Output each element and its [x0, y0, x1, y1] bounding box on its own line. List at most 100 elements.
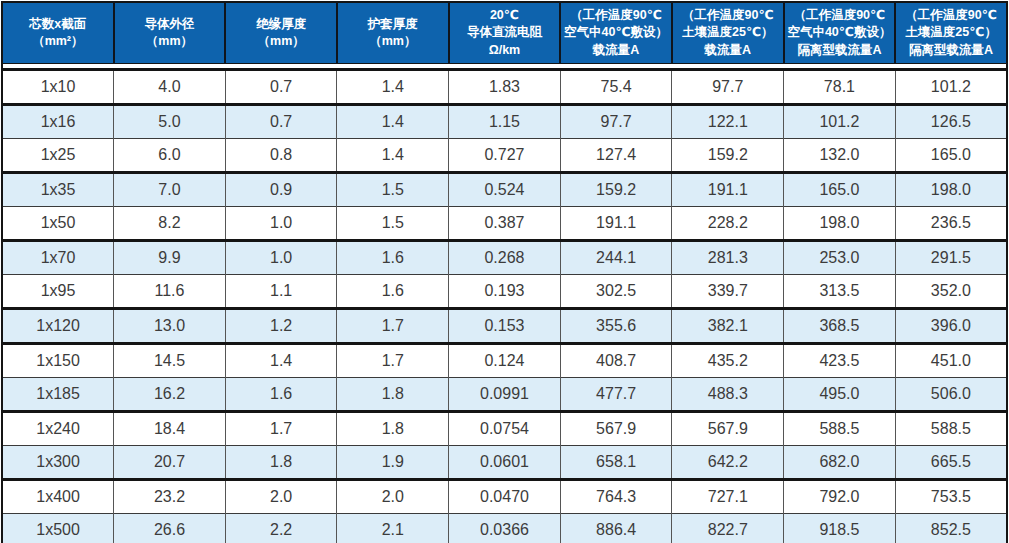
- table-cell: 0.387: [449, 207, 561, 241]
- table-cell: 382.1: [672, 309, 784, 344]
- column-header-isolated-air: （工作温度90℃ 空气中40℃敷设） 隔离型载流量A: [784, 2, 896, 64]
- header-row: 芯数x截面 （mm²） 导体外径 （mm） 绝缘厚度 （mm） 护套厚度 （mm…: [2, 2, 1007, 64]
- table-cell: 1.2: [225, 309, 337, 344]
- table-cell: 244.1: [560, 241, 672, 275]
- table-cell: 1.6: [225, 378, 337, 412]
- table-header: 芯数x截面 （mm²） 导体外径 （mm） 绝缘厚度 （mm） 护套厚度 （mm…: [2, 2, 1007, 70]
- table-cell: 0.153: [449, 309, 561, 344]
- table-cell: 477.7: [560, 378, 672, 412]
- table-cell: 0.0601: [449, 446, 561, 480]
- table-cell: 1.7: [337, 309, 449, 344]
- table-cell: 2.1: [337, 514, 449, 543]
- table-cell: 313.5: [784, 275, 896, 309]
- table-cell: 1.4: [225, 344, 337, 378]
- table-cell: 0.524: [449, 173, 561, 207]
- column-header-conductor-od: 导体外径 （mm）: [114, 2, 226, 64]
- table-cell: 665.5: [895, 446, 1007, 480]
- table-row: 1x104.00.71.41.8375.497.778.1101.2: [2, 70, 1007, 105]
- table-cell: 0.124: [449, 344, 561, 378]
- table-cell: 1.83: [449, 70, 561, 105]
- table-cell: 5.0: [114, 105, 226, 139]
- table-row: 1x508.21.01.50.387191.1228.2198.0236.5: [2, 207, 1007, 241]
- table-cell: 0.193: [449, 275, 561, 309]
- table-cell: 165.0: [895, 139, 1007, 173]
- table-cell: 7.0: [114, 173, 226, 207]
- table-cell: 2.0: [225, 480, 337, 514]
- column-header-ampacity-soil: （工作温度90℃ 土壤温度25℃） 载流量A: [672, 2, 784, 64]
- table-row: 1x40023.22.02.00.0470764.3727.1792.0753.…: [2, 480, 1007, 514]
- table-cell: 506.0: [895, 378, 1007, 412]
- table-cell: 165.0: [784, 173, 896, 207]
- table-cell: 1.15: [449, 105, 561, 139]
- table-cell: 852.5: [895, 514, 1007, 543]
- table-cell: 1.6: [337, 241, 449, 275]
- table-cell: 1x10: [2, 70, 114, 105]
- table-cell: 101.2: [895, 70, 1007, 105]
- table-cell: 16.2: [114, 378, 226, 412]
- table-cell: 0.7: [225, 105, 337, 139]
- table-cell: 918.5: [784, 514, 896, 543]
- table-cell: 198.0: [784, 207, 896, 241]
- table-cell: 1x300: [2, 446, 114, 480]
- table-row: 1x357.00.91.50.524159.2191.1165.0198.0: [2, 173, 1007, 207]
- table-row: 1x24018.41.71.80.0754567.9567.9588.5588.…: [2, 412, 1007, 446]
- table-cell: 1.4: [337, 139, 449, 173]
- table-cell: 0.0470: [449, 480, 561, 514]
- table-cell: 886.4: [560, 514, 672, 543]
- table-cell: 23.2: [114, 480, 226, 514]
- table-cell: 355.6: [560, 309, 672, 344]
- table-cell: 396.0: [895, 309, 1007, 344]
- table-cell: 658.1: [560, 446, 672, 480]
- table-cell: 302.5: [560, 275, 672, 309]
- table-cell: 122.1: [672, 105, 784, 139]
- table-row: 1x15014.51.41.70.124408.7435.2423.5451.0: [2, 344, 1007, 378]
- table-cell: 132.0: [784, 139, 896, 173]
- table-cell: 764.3: [560, 480, 672, 514]
- table-cell: 1.4: [337, 105, 449, 139]
- table-cell: 20.7: [114, 446, 226, 480]
- cable-spec-table: 芯数x截面 （mm²） 导体外径 （mm） 绝缘厚度 （mm） 护套厚度 （mm…: [1, 1, 1008, 543]
- table-cell: 642.2: [672, 446, 784, 480]
- table-cell: 281.3: [672, 241, 784, 275]
- table-cell: 236.5: [895, 207, 1007, 241]
- table-cell: 1x95: [2, 275, 114, 309]
- table-cell: 1.8: [337, 378, 449, 412]
- table-cell: 0.268: [449, 241, 561, 275]
- table-cell: 0.7: [225, 70, 337, 105]
- table-cell: 682.0: [784, 446, 896, 480]
- table-cell: 13.0: [114, 309, 226, 344]
- table-cell: 0.727: [449, 139, 561, 173]
- table-cell: 1x35: [2, 173, 114, 207]
- table-cell: 75.4: [560, 70, 672, 105]
- column-header-sheath: 护套厚度 （mm）: [337, 2, 449, 64]
- table-cell: 228.2: [672, 207, 784, 241]
- table-cell: 1x25: [2, 139, 114, 173]
- column-header-ampacity-air: （工作温度90℃ 空气中40℃敷设） 载流量A: [560, 2, 672, 64]
- table-cell: 1.7: [225, 412, 337, 446]
- table-cell: 727.1: [672, 480, 784, 514]
- table-cell: 198.0: [895, 173, 1007, 207]
- table-cell: 822.7: [672, 514, 784, 543]
- table-cell: 1.7: [337, 344, 449, 378]
- table-row: 1x12013.01.21.70.153355.6382.1368.5396.0: [2, 309, 1007, 344]
- table-row: 1x9511.61.11.60.193302.5339.7313.5352.0: [2, 275, 1007, 309]
- table-cell: 127.4: [560, 139, 672, 173]
- table-cell: 1x120: [2, 309, 114, 344]
- table-cell: 2.0: [337, 480, 449, 514]
- table-row: 1x256.00.81.40.727127.4159.2132.0165.0: [2, 139, 1007, 173]
- table-cell: 1x500: [2, 514, 114, 543]
- table-cell: 451.0: [895, 344, 1007, 378]
- table-cell: 352.0: [895, 275, 1007, 309]
- table-cell: 588.5: [895, 412, 1007, 446]
- table-cell: 191.1: [672, 173, 784, 207]
- table-cell: 408.7: [560, 344, 672, 378]
- table-cell: 1.0: [225, 241, 337, 275]
- column-header-dc-resistance: 20℃ 导体直流电阻 Ω/km: [449, 2, 561, 64]
- table-cell: 291.5: [895, 241, 1007, 275]
- table-cell: 1.5: [337, 207, 449, 241]
- table-cell: 6.0: [114, 139, 226, 173]
- table-cell: 26.6: [114, 514, 226, 543]
- table-cell: 423.5: [784, 344, 896, 378]
- table-cell: 792.0: [784, 480, 896, 514]
- table-cell: 567.9: [560, 412, 672, 446]
